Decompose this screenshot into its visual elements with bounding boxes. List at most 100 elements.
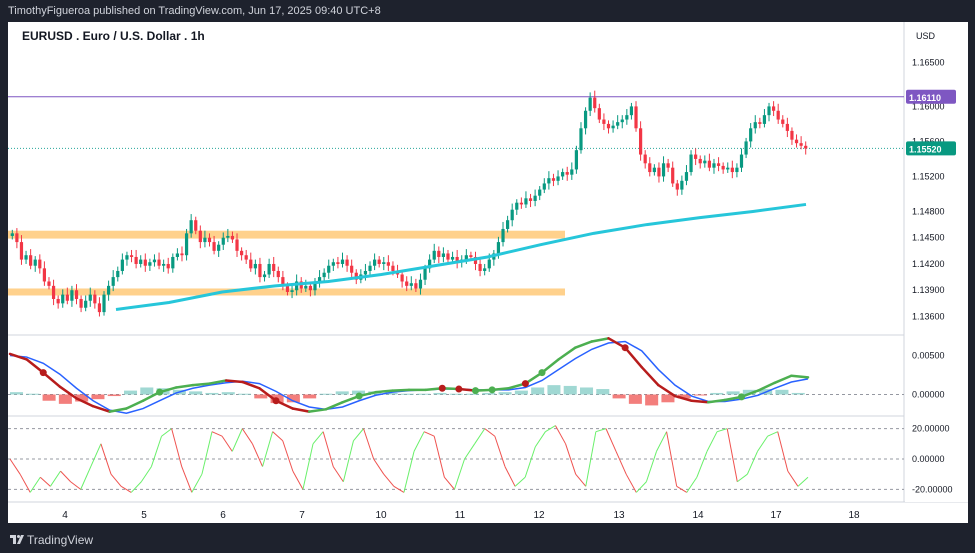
candle-body [707,160,712,168]
macd-line-segment [308,408,328,413]
candle-body [143,259,147,266]
candle-body [244,255,248,260]
candle-body [730,167,734,173]
macd-histogram-bar [726,391,740,395]
macd-histogram-bar [417,393,431,395]
candle-body [51,285,56,299]
macd-cross-marker [455,385,463,393]
chart-svg[interactable]: USD 1.16500 1.16000 1.15600 1.15200 1.14800 1.… [8,22,968,523]
osc-tick-label: 0.00000 [912,454,945,464]
osc-segment [716,428,728,433]
candle-body [354,272,358,280]
candle-body [61,294,65,304]
osc-segment [373,458,385,475]
macd-histogram-bar [531,387,545,395]
price-axis[interactable]: USD 1.16500 1.16000 1.15600 1.15200 1.14800 1.… [905,22,968,502]
osc-segment [545,425,556,433]
candle-body [38,259,42,269]
candle-body [593,97,597,109]
candle-body [345,259,349,266]
macd-cross-marker [272,397,280,405]
candle-body [74,290,79,299]
candle-body [785,123,789,131]
candle-body [781,119,785,124]
osc-segment [393,485,405,493]
macd-line-segment [58,385,78,400]
osc-segment [120,485,132,493]
macd-histogram-bar [205,392,219,395]
candle-body [93,294,97,304]
macd-line-segment [324,401,344,411]
osc-segment [231,428,243,452]
macd-signal-line [9,340,809,414]
tradingview-logo-icon [10,535,24,544]
grid [8,22,968,503]
price-tick-label: 1.15200 [912,171,945,181]
osc-segment [746,451,758,475]
macd-line-segment [391,388,411,392]
candle-body [111,277,115,286]
candle-body [106,285,111,295]
macd-cross-marker [488,386,496,394]
candle-body [712,163,716,168]
candle-body [804,145,808,149]
macd-histogram-bar [319,393,333,395]
osc-segment [211,431,223,437]
osc-segment [312,431,324,445]
candle-body [171,256,175,269]
candle-body [290,290,294,292]
candle-body [689,154,693,173]
candle-body [694,154,698,159]
candle-body [331,262,335,266]
macd-histogram-bar [449,393,463,395]
candle-body [175,253,180,257]
time-axis[interactable]: 4 5 6 7 10 11 12 13 14 17 18 [62,510,860,521]
macd-histogram-bar [352,390,366,395]
price-tick-label: 1.14800 [912,206,945,216]
price-tick-label: 1.15600 [912,136,945,146]
osc-segment [19,473,31,493]
candle-body [56,298,60,304]
candle-body [162,263,166,266]
macd-line-segment [42,371,62,388]
macd-line-segment [707,398,727,404]
candle-body [212,242,216,251]
macd-line-segment [673,394,693,402]
osc-segment [403,451,415,493]
last-price-label: 1.15520 [909,144,942,154]
candle-body [217,244,221,251]
candle-body [744,141,748,155]
candle-body [423,268,427,280]
candle-body [409,283,413,286]
osc-segment [514,476,526,487]
candle-body [616,122,620,126]
macd-cross-marker [156,388,164,396]
candle-body [758,122,762,124]
osc-segment [605,428,617,452]
candle-body [327,265,331,273]
candle-body [455,256,459,263]
candle-body [487,259,491,269]
osc-tick-label: 20.00000 [912,424,950,434]
candle-body [441,253,446,257]
candle-body [629,106,634,116]
price-tick-label: 1.14200 [912,259,945,269]
osc-segment [70,481,82,490]
osc-segment [474,428,486,445]
candle-body [382,262,386,264]
macd-line-segment [208,379,228,385]
candle-body [418,279,423,289]
osc-segment [494,436,506,467]
candle-body [65,294,69,301]
macd-histogram-bar [498,392,512,395]
osc-segment [433,436,445,478]
chart-frame[interactable]: USD 1.16500 1.16000 1.15600 1.15200 1.14800 1.… [8,22,968,523]
osc-segment [666,431,678,487]
osc-segment [302,443,314,490]
osc-segment [484,428,496,437]
candle-body [184,233,189,256]
macd-histogram-bar [547,385,561,395]
osc-segment [39,476,51,487]
ema-polyline [115,202,807,311]
osc-segment [635,481,647,493]
